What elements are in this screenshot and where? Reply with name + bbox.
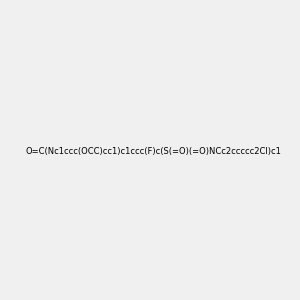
Text: O=C(Nc1ccc(OCC)cc1)c1ccc(F)c(S(=O)(=O)NCc2ccccc2Cl)c1: O=C(Nc1ccc(OCC)cc1)c1ccc(F)c(S(=O)(=O)NC… — [26, 147, 282, 156]
